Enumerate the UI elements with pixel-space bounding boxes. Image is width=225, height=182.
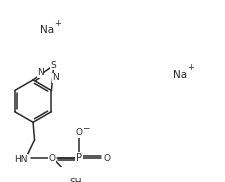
Text: Na: Na: [173, 70, 187, 80]
Text: SH: SH: [70, 178, 82, 182]
Text: P: P: [76, 153, 82, 163]
Text: −: −: [82, 123, 89, 132]
Text: S: S: [51, 61, 56, 70]
Text: +: +: [55, 19, 61, 28]
Text: +: +: [187, 63, 194, 72]
Text: N: N: [37, 68, 44, 77]
Text: N: N: [52, 73, 59, 82]
Text: O: O: [48, 154, 55, 163]
Text: O: O: [103, 154, 110, 163]
Text: HN: HN: [14, 155, 27, 164]
Text: Na: Na: [40, 25, 54, 35]
Text: O: O: [76, 128, 83, 137]
